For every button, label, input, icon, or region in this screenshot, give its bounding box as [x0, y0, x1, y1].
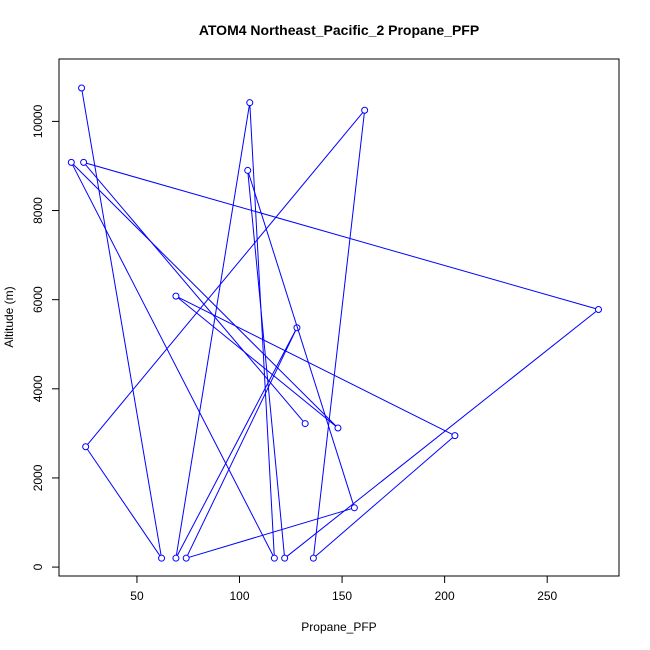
data-point [80, 158, 88, 166]
data-point [244, 166, 252, 174]
series-line-segment [178, 297, 453, 435]
data-point [172, 292, 180, 300]
data-point [361, 106, 369, 114]
x-tick-label: 250 [537, 589, 557, 603]
series-line-segment [176, 330, 296, 556]
x-axis: 50 100 150 200 250 [130, 575, 558, 603]
data-point [451, 432, 459, 440]
series-line-segment [86, 448, 161, 556]
y-axis: 0 2000 4000 6000 8000 10000 [31, 104, 60, 570]
data-point [293, 324, 301, 332]
data-point [270, 554, 278, 562]
series-line-segment [85, 164, 304, 422]
x-tick-label: 150 [332, 589, 352, 603]
data-point [67, 158, 75, 166]
data-point [350, 504, 358, 512]
plot-frame [58, 58, 620, 577]
y-tick-label: 2000 [31, 464, 45, 491]
series-line-segment [249, 105, 275, 556]
data-point [158, 554, 166, 562]
series-line-segment [175, 105, 250, 556]
series-line-segment [72, 164, 274, 556]
data-point [281, 554, 289, 562]
y-tick-label: 6000 [31, 286, 45, 313]
series-line-segment [86, 162, 596, 310]
series-line-segment [81, 90, 162, 556]
series-line-segment [87, 112, 364, 445]
series-line-segment [187, 330, 297, 556]
x-tick-label: 200 [435, 589, 455, 603]
data-point [301, 420, 309, 428]
y-axis-label: Altitude (m) [2, 286, 16, 347]
data-point [309, 554, 317, 562]
data-point [82, 443, 90, 451]
data-point [246, 99, 254, 107]
data-point [182, 554, 190, 562]
series-line-segment [286, 310, 597, 557]
x-tick-label: 50 [130, 589, 144, 603]
y-tick-label: 4000 [31, 375, 45, 402]
data-series [67, 84, 602, 562]
x-axis-label: Propane_PFP [301, 620, 376, 634]
series-line-segment [313, 113, 365, 556]
series-line-segment [177, 297, 336, 427]
series-line-segment [315, 437, 453, 557]
data-point [78, 84, 86, 92]
y-tick-label: 8000 [31, 197, 45, 224]
series-line-segment [73, 164, 337, 427]
data-point [172, 554, 180, 562]
series-line-segment [247, 173, 285, 556]
series-line-segment [188, 508, 352, 558]
chart-title: ATOM4 Northeast_Pacific_2 Propane_PFP [199, 22, 479, 38]
y-tick-label: 10000 [31, 104, 45, 138]
data-point [334, 424, 342, 432]
y-tick-label: 0 [31, 563, 45, 570]
series-line-segment [248, 173, 354, 506]
data-point [594, 305, 602, 313]
x-tick-label: 100 [229, 589, 249, 603]
